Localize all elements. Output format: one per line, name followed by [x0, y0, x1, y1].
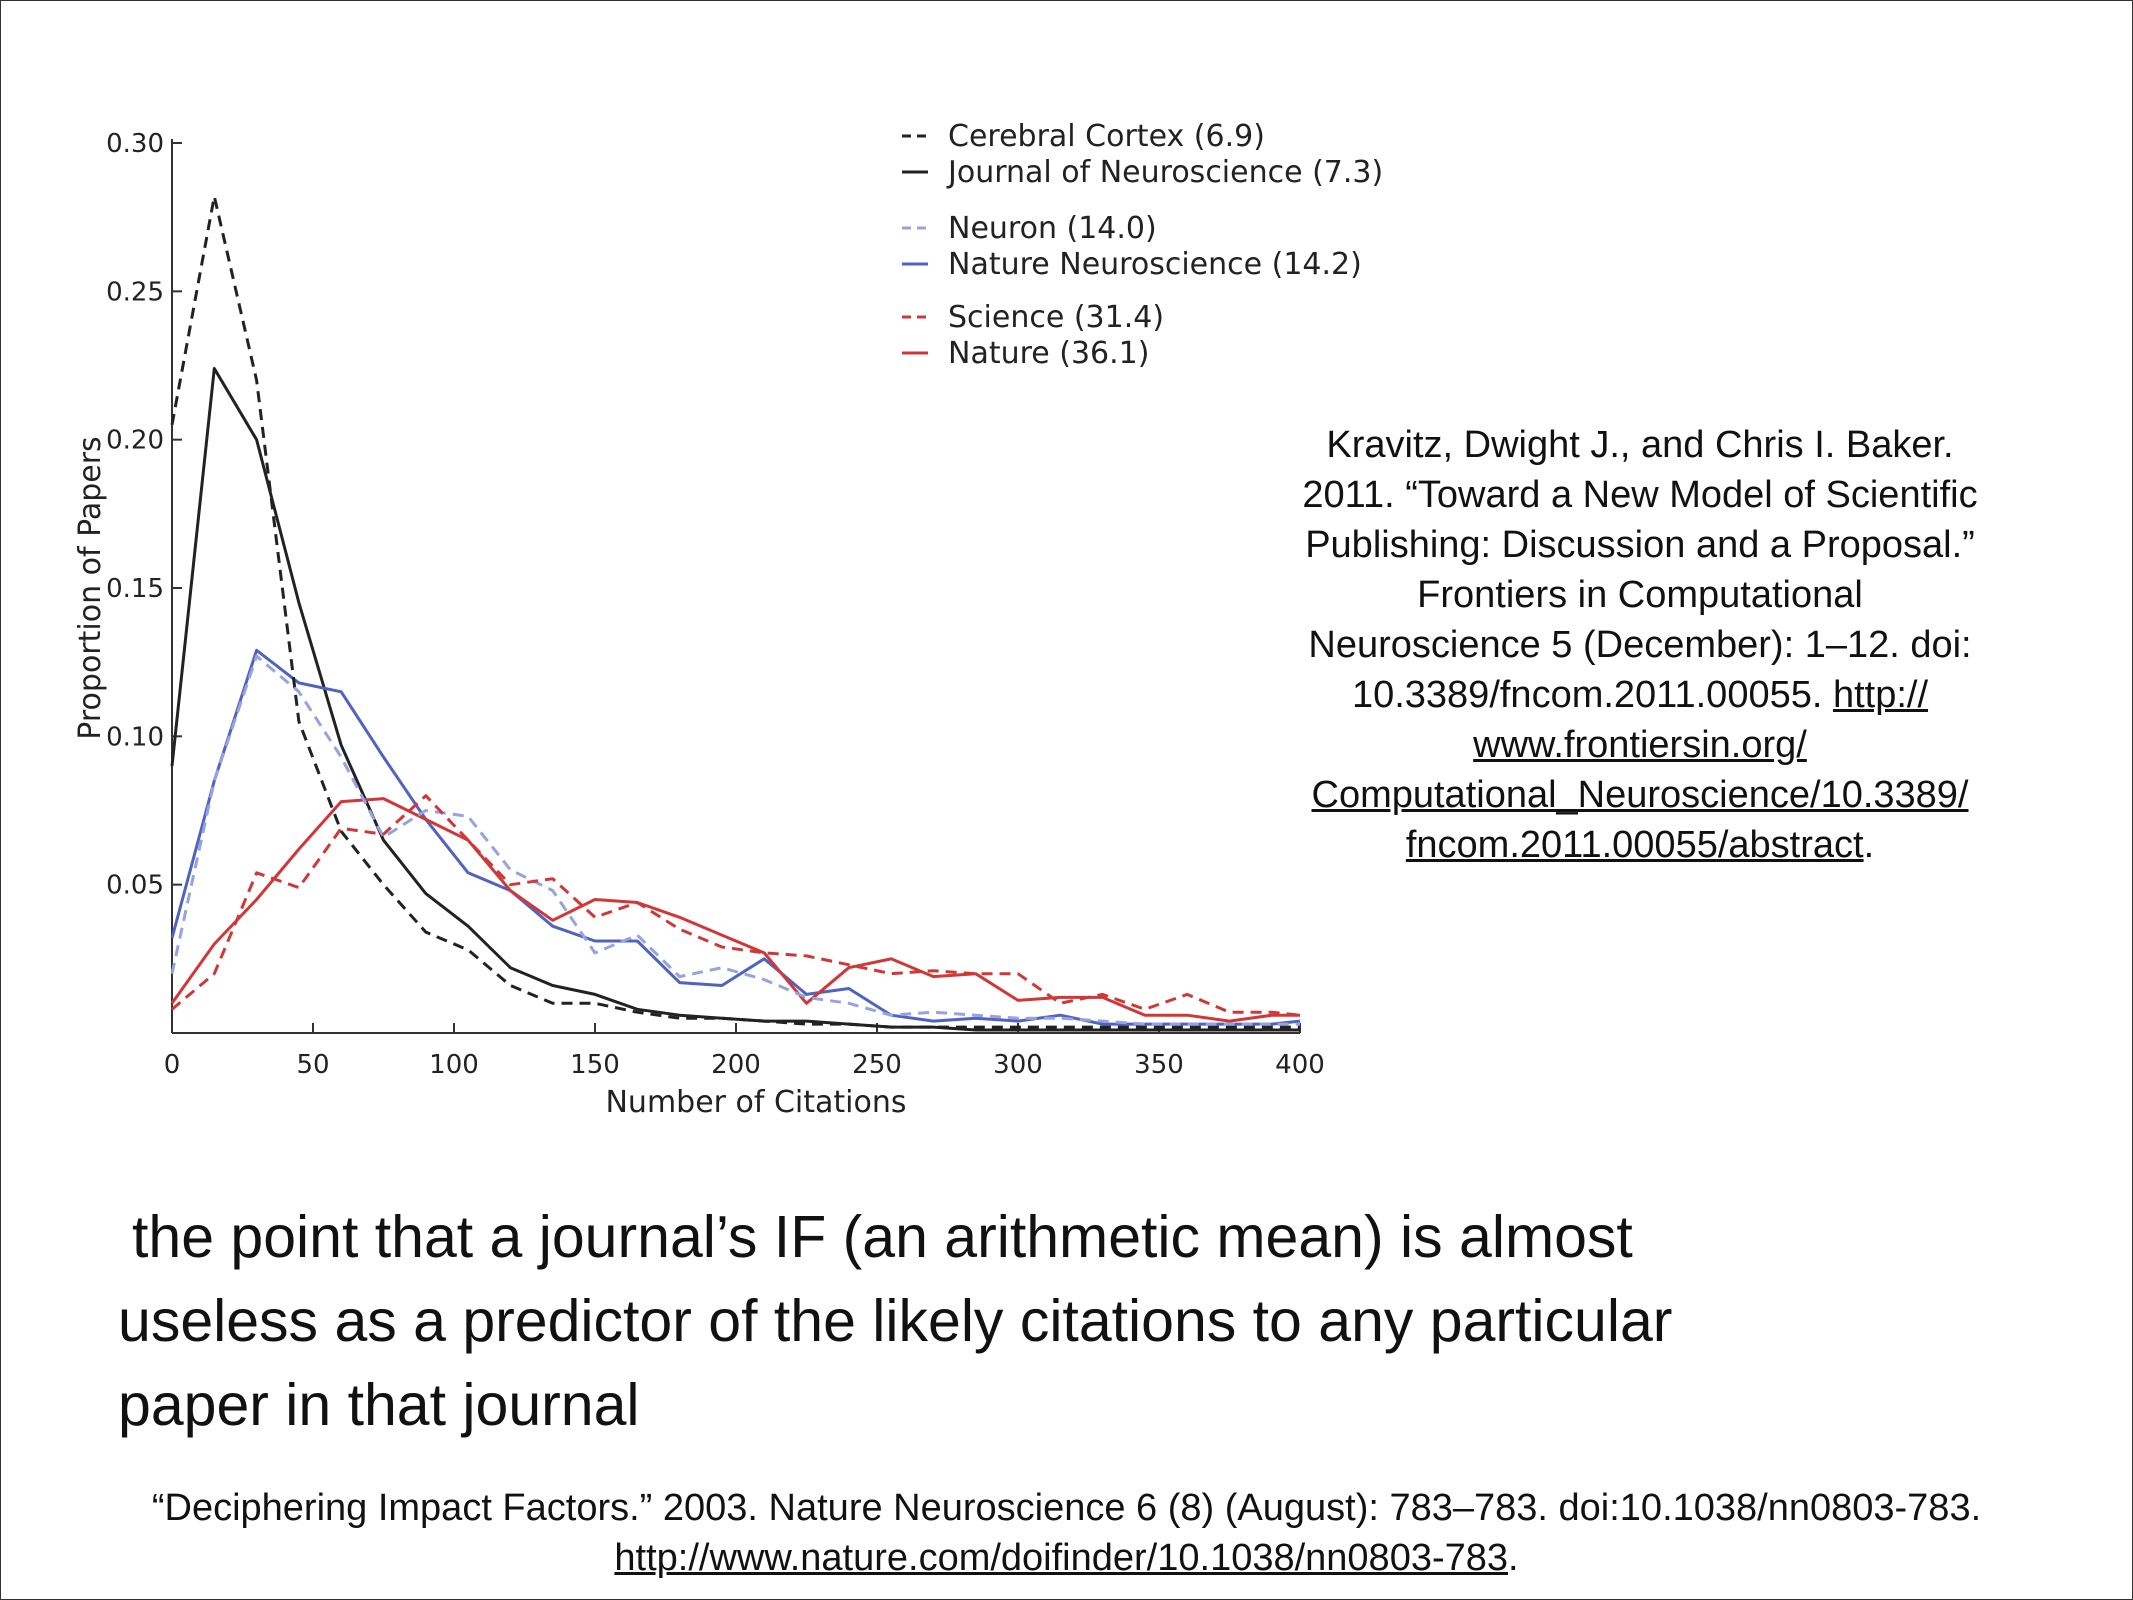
- footer-period: .: [1508, 1537, 1519, 1579]
- series-line-4: [171, 794, 1301, 1017]
- chart-series: [170, 194, 1301, 1032]
- chart-legend: Cerebral Cortex (6.9)Journal of Neurosci…: [902, 119, 1383, 371]
- series-line-2: [170, 654, 1300, 1026]
- legend-entry-4: Science (31.4): [948, 300, 1164, 335]
- citation-line: Neuroscience 5 (December): 1–12. doi:: [1308, 624, 1972, 666]
- footer-reference: “Deciphering Impact Factors.” 2003. Natu…: [0, 1483, 2133, 1583]
- legend-entry-5: Nature (36.1): [948, 336, 1149, 371]
- legend-entry-3: Nature Neuroscience (14.2): [948, 247, 1362, 282]
- series-line-3: [170, 648, 1301, 1026]
- chart-axes: 0 50 100 150 200 250 300 350 400 0.05 0.10 0.15 0.20…: [73, 129, 1325, 1120]
- y-tick-label: 0.10: [106, 722, 164, 752]
- citation-line: 2011. “Toward a New Model of Scientific: [1302, 474, 1978, 516]
- y-tick-label: 0.05: [106, 871, 164, 901]
- x-tick-label: 350: [1134, 1050, 1184, 1080]
- y-tick-label: 0.15: [106, 574, 164, 604]
- caption-line: useless as a predictor of the likely cit…: [118, 1288, 1673, 1354]
- citation-line: Frontiers in Computational: [1417, 574, 1863, 616]
- caption-line: the point that a journal’s IF (an arithm…: [132, 1204, 1633, 1270]
- citation-line: Publishing: Discussion and a Proposal.”: [1305, 524, 1975, 566]
- legend-entry-1: Journal of Neuroscience (7.3): [946, 155, 1383, 190]
- legend-entry-2: Neuron (14.0): [948, 211, 1157, 246]
- citation-url-link[interactable]: www.frontiersin.org/: [1473, 724, 1807, 766]
- citation-period: .: [1863, 824, 1875, 866]
- x-tick-label: 200: [711, 1050, 761, 1080]
- series-line-0: [170, 194, 1300, 1029]
- x-tick-label: 400: [1275, 1050, 1325, 1080]
- citation-line: 10.3389/fncom.2011.00055. http://: [1255, 670, 2025, 720]
- x-tick-label: 0: [164, 1050, 181, 1080]
- y-tick-label: 0.25: [106, 277, 164, 307]
- citation-distribution-chart: 0 50 100 150 200 250 300 350 400 0.05 0.10 0.15 0.20…: [73, 119, 1383, 1120]
- footer-reference-link-line: http://www.nature.com/doifinder/10.1038/…: [0, 1533, 2133, 1583]
- legend-entry-0: Cerebral Cortex (6.9): [948, 119, 1265, 154]
- citation-url-link[interactable]: fncom.2011.00055/abstract: [1405, 824, 1864, 866]
- caption-line: paper in that journal: [118, 1372, 640, 1438]
- x-axis-label: Number of Citations: [605, 1085, 906, 1120]
- footer-reference-text: “Deciphering Impact Factors.” 2003. Natu…: [151, 1487, 1982, 1529]
- y-tick-label: 0.30: [106, 129, 164, 159]
- x-tick-label: 250: [852, 1050, 902, 1080]
- citation-doi: 10.3389/fncom.2011.00055.: [1351, 674, 1833, 716]
- citation-url-link[interactable]: Computational_Neuroscience/10.3389/: [1311, 774, 1969, 816]
- citation-line: fncom.2011.00055/abstract.: [1255, 820, 2025, 870]
- y-tick-label: 0.20: [106, 426, 164, 456]
- slide-caption: the point that a journal’s IF (an arithm…: [118, 1195, 1818, 1447]
- kravitz-baker-citation: Kravitz, Dwight J., and Chris I. Baker. …: [1255, 420, 2025, 870]
- y-axis-label: Proportion of Papers: [73, 436, 108, 739]
- citation-line: Kravitz, Dwight J., and Chris I. Baker.: [1326, 424, 1954, 466]
- x-tick-label: 50: [296, 1050, 329, 1080]
- citation-url-link[interactable]: http://: [1832, 674, 1929, 716]
- series-line-1: [170, 367, 1300, 1032]
- x-tick-label: 300: [993, 1050, 1043, 1080]
- footer-url-link[interactable]: http://www.nature.com/doifinder/10.1038/…: [614, 1537, 1509, 1579]
- x-tick-label: 100: [429, 1050, 479, 1080]
- x-tick-label: 150: [570, 1050, 620, 1080]
